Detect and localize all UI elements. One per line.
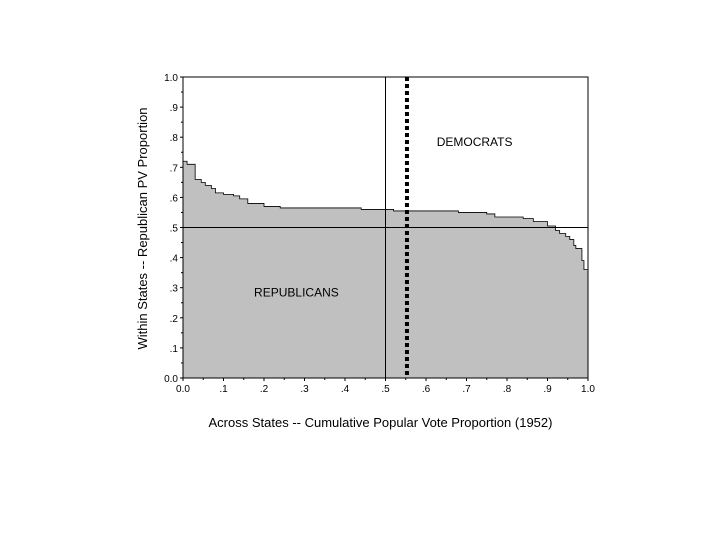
x-tick-label: 0.0	[176, 384, 190, 395]
x-tick-label: .3	[300, 384, 309, 395]
y-axis-title: Within States -- Republican PV Proportio…	[135, 107, 150, 349]
region-label-democrats: DEMOCRATS	[437, 135, 513, 149]
x-tick-label: .7	[462, 384, 471, 395]
y-axis: 0.0 .1 .2 .3 .4 .5 .6 .7 .8 .9 1.0	[164, 73, 183, 385]
y-tick-label: .2	[170, 314, 179, 325]
y-tick-label: 1.0	[164, 73, 178, 84]
x-tick-label: .5	[381, 384, 390, 395]
x-tick-label: .9	[543, 384, 552, 395]
x-tick-label: .8	[503, 384, 512, 395]
x-tick-label: 1.0	[581, 384, 595, 395]
y-tick-label: 0.0	[164, 374, 178, 385]
y-tick-label: .5	[170, 224, 179, 235]
region-label-republicans: REPUBLICANS	[254, 286, 339, 300]
y-tick-label: .6	[170, 193, 179, 204]
plot-area: DEMOCRATS REPUBLICANS	[182, 76, 589, 379]
x-axis-title: Across States -- Cumulative Popular Vote…	[209, 415, 553, 430]
x-tick-label: .1	[219, 384, 228, 395]
y-tick-label: .7	[170, 163, 179, 174]
x-axis: 0.0 .1 .2 .3 .4 .5 .6 .7 .8 .9 1.0	[176, 378, 595, 395]
y-tick-label: .8	[170, 133, 179, 144]
y-tick-label: .4	[170, 254, 179, 265]
x-tick-label: .6	[422, 384, 431, 395]
x-tick-label: .2	[260, 384, 269, 395]
x-tick-label: .4	[341, 384, 350, 395]
y-tick-label: .9	[170, 103, 179, 114]
y-tick-label: .1	[170, 344, 179, 355]
y-tick-label: .3	[170, 284, 179, 295]
